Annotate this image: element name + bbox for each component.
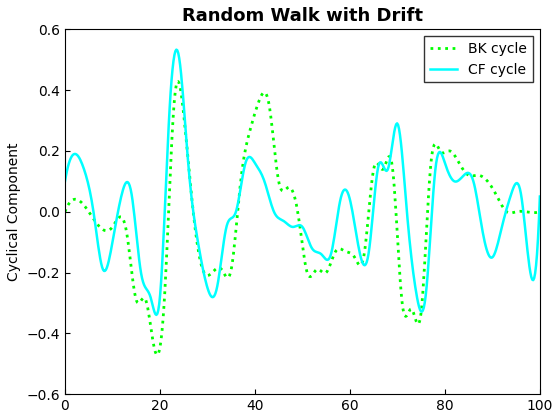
Y-axis label: Cyclical Component: Cyclical Component bbox=[7, 142, 21, 281]
BK cycle bbox=[175, 79, 181, 84]
CF cycle bbox=[153, 312, 160, 318]
CF cycle bbox=[320, 255, 327, 260]
Line: CF cycle: CF cycle bbox=[65, 50, 540, 315]
Line: BK cycle: BK cycle bbox=[65, 81, 540, 355]
BK cycle bbox=[62, 209, 68, 214]
BK cycle bbox=[453, 155, 460, 160]
CF cycle bbox=[289, 224, 296, 229]
BK cycle bbox=[154, 352, 161, 357]
CF cycle bbox=[536, 194, 543, 199]
BK cycle bbox=[527, 210, 534, 215]
BK cycle bbox=[536, 209, 543, 214]
BK cycle bbox=[346, 250, 353, 255]
CF cycle bbox=[346, 196, 353, 201]
Title: Random Walk with Drift: Random Walk with Drift bbox=[182, 7, 423, 25]
BK cycle bbox=[289, 188, 296, 193]
CF cycle bbox=[292, 224, 298, 229]
CF cycle bbox=[527, 270, 534, 275]
BK cycle bbox=[320, 270, 327, 276]
Legend: BK cycle, CF cycle: BK cycle, CF cycle bbox=[424, 36, 533, 82]
BK cycle bbox=[292, 197, 298, 202]
CF cycle bbox=[453, 179, 460, 184]
CF cycle bbox=[173, 47, 180, 52]
CF cycle bbox=[62, 179, 68, 184]
